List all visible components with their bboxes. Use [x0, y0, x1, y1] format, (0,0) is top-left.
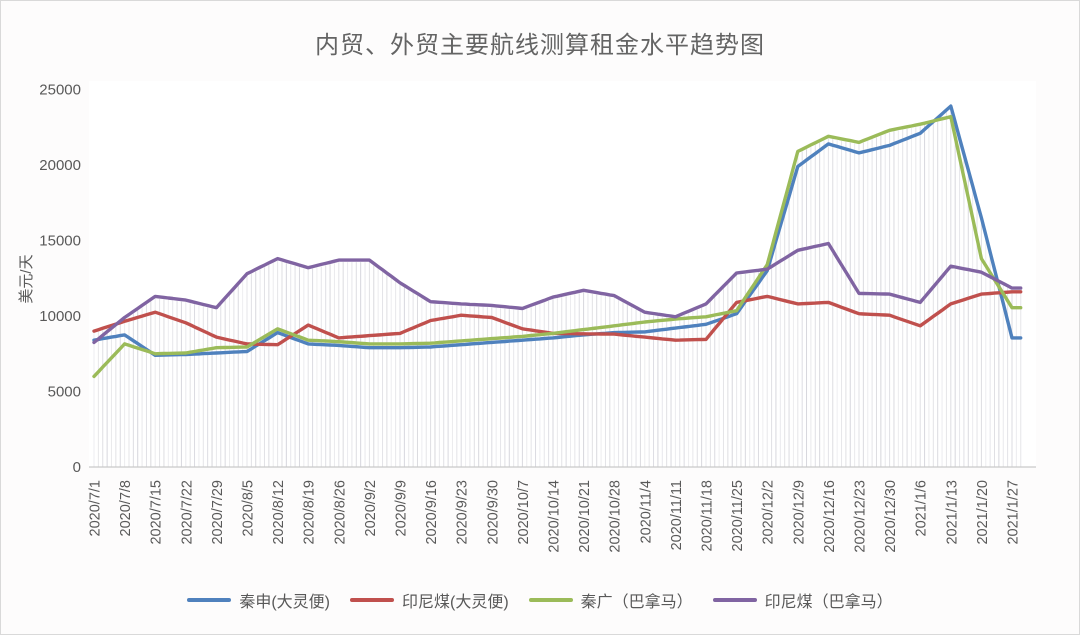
x-tick-label: 2020/8/5 [241, 480, 257, 536]
chart-title: 内贸、外贸主要航线测算租金水平趋势图 [315, 32, 765, 59]
x-tick-label: 2020/8/12 [271, 480, 287, 545]
x-tick-label: 2020/10/7 [516, 480, 532, 545]
x-tick-label: 2021/1/13 [944, 480, 960, 545]
x-tick-label: 2021/1/27 [1006, 480, 1022, 545]
legend-label: 印尼煤(大灵便) [401, 594, 509, 611]
y-axis-title: 美元/天 [18, 254, 35, 303]
x-tick-label: 2020/7/1 [88, 480, 104, 536]
x-tick-label: 2020/10/21 [577, 480, 593, 553]
y-tick-label: 10000 [39, 308, 81, 325]
legend-item: 秦申(大灵便) [187, 588, 330, 612]
x-tick-label: 2020/10/14 [547, 480, 563, 553]
x-tick-label: 2020/7/15 [149, 480, 165, 545]
legend-swatch [187, 598, 232, 602]
x-tick-label: 2020/12/23 [853, 480, 869, 553]
legend-label: 秦申(大灵便) [239, 594, 330, 611]
x-tick-label: 2020/11/11 [669, 480, 685, 550]
series-line [92, 115, 1023, 379]
x-tick-label: 2020/8/19 [302, 480, 318, 545]
legend-swatch [712, 598, 757, 602]
x-tick-label: 2020/12/16 [822, 480, 838, 553]
legend-label: 印尼煤（巴拿马） [764, 594, 893, 611]
x-tick-label: 2020/12/9 [791, 480, 807, 545]
x-tick-label: 2020/12/30 [883, 480, 899, 553]
x-tick-label: 2020/7/22 [179, 480, 195, 545]
legend-item: 秦广（巴拿马） [528, 588, 693, 612]
legend-item: 印尼煤(大灵便) [349, 588, 509, 612]
x-tick-label: 2020/12/2 [761, 480, 777, 545]
x-tick-label: 2020/9/2 [363, 480, 379, 536]
x-tick-label: 2020/11/4 [638, 480, 654, 543]
y-tick-label: 25000 [39, 82, 81, 99]
x-tick-label: 2021/1/20 [975, 480, 991, 545]
x-tick-label: 2020/7/8 [118, 480, 134, 536]
y-tick-label: 0 [73, 459, 81, 476]
x-tick-label: 2021/1/6 [914, 480, 930, 536]
legend-label: 秦广（巴拿马） [580, 594, 693, 611]
legend-swatch [528, 598, 573, 602]
x-tick-label: 2020/11/25 [730, 480, 746, 552]
series-line [92, 241, 1023, 345]
x-tick-label: 2020/10/28 [608, 480, 624, 553]
x-tick-label: 2020/9/16 [424, 480, 440, 545]
x-tick-label: 2020/8/26 [332, 480, 348, 545]
x-tick-label: 2020/9/23 [455, 480, 471, 545]
y-tick-label: 15000 [39, 233, 81, 250]
x-tick-label: 2020/11/18 [700, 480, 716, 552]
x-tick-label: 2020/7/29 [210, 480, 226, 545]
x-tick-label: 2020/9/9 [394, 480, 410, 536]
x-tick-label: 2020/9/30 [485, 480, 501, 545]
y-tick-label: 20000 [39, 157, 81, 174]
legend-item: 印尼煤（巴拿马） [712, 588, 893, 612]
legend-swatch [349, 598, 394, 602]
series-line [92, 104, 1023, 357]
y-tick-label: 5000 [48, 384, 81, 401]
chart-legend: 秦申(大灵便) 印尼煤(大灵便) 秦广（巴拿马） 印尼煤（巴拿马） [1, 588, 1079, 612]
